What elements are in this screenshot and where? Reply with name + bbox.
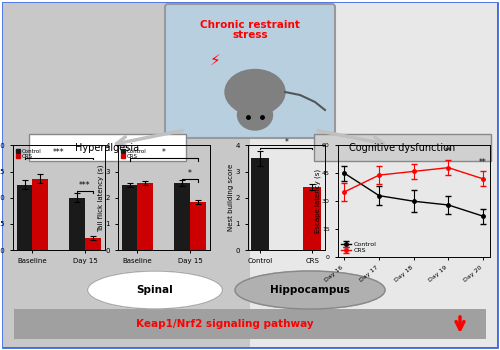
Ellipse shape <box>233 95 247 111</box>
Text: ⚡: ⚡ <box>210 52 220 68</box>
FancyBboxPatch shape <box>165 4 335 138</box>
Ellipse shape <box>263 95 277 111</box>
Ellipse shape <box>235 271 385 309</box>
Text: ***: *** <box>53 148 64 157</box>
Legend: Control, CRS: Control, CRS <box>340 241 376 254</box>
Bar <box>138 183 153 250</box>
Text: *: * <box>162 148 166 157</box>
Legend: Control, CRS: Control, CRS <box>16 148 42 160</box>
Text: stress: stress <box>232 30 268 40</box>
Text: Keap1/Nrf2 signaling pathway: Keap1/Nrf2 signaling pathway <box>136 319 314 329</box>
Bar <box>32 178 48 250</box>
Y-axis label: Escape latency (s): Escape latency (s) <box>314 169 320 233</box>
Text: Hippocampus: Hippocampus <box>270 285 350 295</box>
Text: Cognitive dysfunction: Cognitive dysfunction <box>349 143 455 153</box>
Text: **: ** <box>479 158 487 167</box>
Ellipse shape <box>238 100 272 130</box>
Ellipse shape <box>88 271 222 309</box>
FancyBboxPatch shape <box>29 134 186 161</box>
Legend: Control, CRS: Control, CRS <box>120 148 147 160</box>
FancyBboxPatch shape <box>314 134 491 161</box>
Bar <box>16 185 32 250</box>
FancyBboxPatch shape <box>250 3 497 347</box>
Ellipse shape <box>225 70 285 114</box>
Text: *: * <box>284 138 288 147</box>
FancyBboxPatch shape <box>3 3 250 347</box>
Text: Hyperalgesia: Hyperalgesia <box>75 143 139 153</box>
Bar <box>303 187 322 250</box>
Bar <box>251 158 270 250</box>
Text: ***: *** <box>79 181 91 190</box>
FancyBboxPatch shape <box>14 309 486 339</box>
Y-axis label: Tail flick latency (s): Tail flick latency (s) <box>98 164 104 231</box>
Bar <box>70 198 85 250</box>
Text: **: ** <box>444 147 452 155</box>
Text: Spinal: Spinal <box>136 285 173 295</box>
Bar <box>85 238 101 250</box>
FancyBboxPatch shape <box>3 3 497 347</box>
Bar <box>190 202 206 250</box>
Y-axis label: Nest building score: Nest building score <box>228 164 234 231</box>
Text: Chronic restraint: Chronic restraint <box>200 20 300 30</box>
Text: *: * <box>188 169 192 178</box>
Bar <box>174 183 190 250</box>
Bar <box>122 185 138 250</box>
